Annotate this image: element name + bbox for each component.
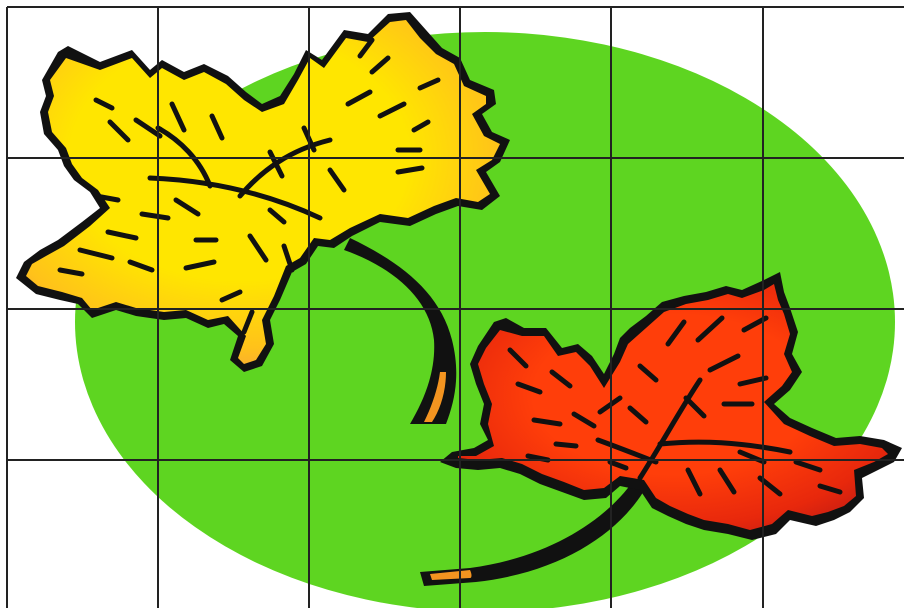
grid-overlay (6, 6, 904, 608)
yellow-leaf-stem (344, 238, 457, 424)
red-maple-leaf (440, 272, 902, 540)
yellow-maple-leaf (16, 12, 510, 372)
red-leaf-stem (420, 470, 652, 586)
